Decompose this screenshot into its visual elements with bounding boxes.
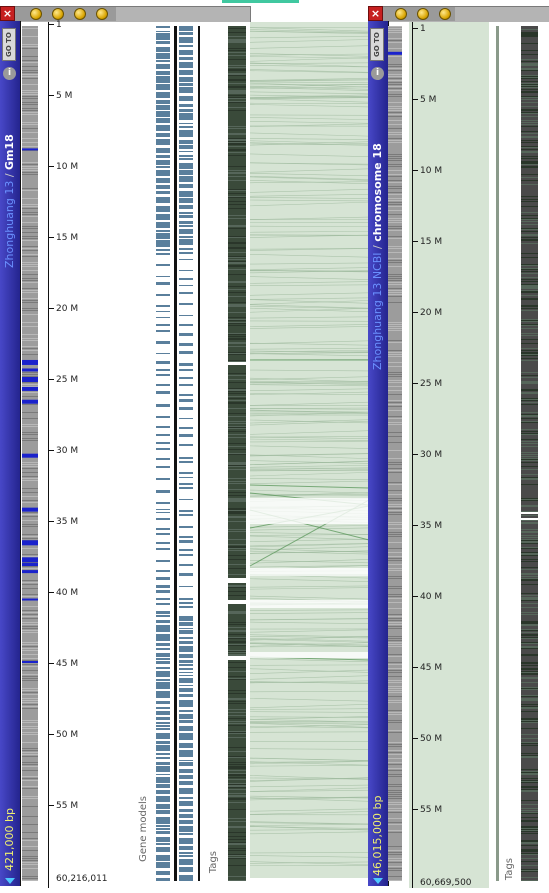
right-chromosome-panel: × GO TO i Zhonghuang 13 NCBI / chromosom… <box>368 6 549 888</box>
gene-models-track[interactable] <box>174 26 177 881</box>
ruler-tick <box>412 383 418 384</box>
chromosome-name: chromosome 18 <box>371 143 384 242</box>
scroll-down-arrow-icon[interactable] <box>5 878 15 884</box>
ruler-axis <box>48 22 49 888</box>
ruler-tick-label: 15 M <box>420 237 443 247</box>
ruler-tick <box>412 809 418 810</box>
ruler-tick-label: 1 <box>420 24 426 34</box>
tags-label: Tags <box>208 851 219 874</box>
titlebar-handle[interactable] <box>369 7 455 21</box>
ruler-tick-label: 10 M <box>420 166 443 176</box>
ruler-tick <box>412 99 418 100</box>
bp-scale-label: 421,000 bp <box>3 808 16 871</box>
ruler-axis <box>412 22 413 888</box>
scroll-down-arrow-icon[interactable] <box>373 878 383 884</box>
ruler-tick-label: 35 M <box>420 521 443 531</box>
ruler-tick <box>48 805 54 806</box>
ruler-tick <box>48 24 54 25</box>
goto-button[interactable]: GO TO <box>2 28 16 61</box>
orb-button[interactable] <box>74 8 86 20</box>
tags-track[interactable] <box>228 26 246 881</box>
ruler-tick <box>48 521 54 522</box>
ruler-tick-label: 10 M <box>56 162 79 172</box>
top-scrollbar-highlight <box>222 0 299 3</box>
orb-button[interactable] <box>96 8 108 20</box>
ruler-tick <box>412 667 418 668</box>
info-icon[interactable]: i <box>3 67 16 80</box>
orb-button[interactable] <box>52 8 64 20</box>
close-button[interactable]: × <box>368 6 383 21</box>
ruler-tick-label: 40 M <box>420 592 443 602</box>
bp-scale-label: 46,015,000 bp <box>371 795 384 876</box>
ruler-tick <box>412 170 418 171</box>
chromosome-name: Gm18 <box>3 134 16 170</box>
close-button[interactable]: × <box>0 6 15 21</box>
orb-button[interactable] <box>30 8 42 20</box>
ruler-tick <box>48 166 54 167</box>
ruler-tick-label: 45 M <box>420 663 443 673</box>
ruler-tick <box>412 738 418 739</box>
orb-button[interactable] <box>417 8 429 20</box>
ruler-tick-label: 55 M <box>56 801 79 811</box>
ruler-tick-label: 40 M <box>56 588 79 598</box>
ruler-tick-label: 5 M <box>56 91 73 101</box>
ruler-tick-label: 1 <box>56 20 62 30</box>
ruler-tick <box>412 596 418 597</box>
ruler-tick-label: 30 M <box>420 450 443 460</box>
ruler-tick-label: 35 M <box>56 517 79 527</box>
ruler-tick-label: 20 M <box>420 308 443 318</box>
ruler-tick-label: 45 M <box>56 659 79 669</box>
overview-track[interactable] <box>388 26 402 881</box>
ruler-tick <box>412 312 418 313</box>
ruler-tick-label: 25 M <box>56 375 79 385</box>
ruler-tick <box>48 308 54 309</box>
gene-models-track[interactable] <box>178 26 194 881</box>
ruler-tick-label: 25 M <box>420 379 443 389</box>
ruler-tick <box>412 525 418 526</box>
ruler-tick <box>48 379 54 380</box>
track-separator <box>496 26 499 881</box>
ruler-tick <box>48 734 54 735</box>
ruler-tick <box>412 241 418 242</box>
assembly-name: Zhonghuang 13 <box>3 180 16 268</box>
ruler-tick-label: 30 M <box>56 446 79 456</box>
ruler-tick <box>412 28 418 29</box>
panel-sidebar: GO TO i Zhonghuang 13 / Gm18 421,000 bp <box>0 21 21 886</box>
panel-title: Zhonghuang 13 / Gm18 <box>2 93 17 268</box>
ruler-end-label: 60,216,011 <box>56 874 108 884</box>
left-chromosome-panel: × GO TO i Zhonghuang 13 / Gm18 421,000 b… <box>0 6 251 888</box>
gene-models-track[interactable] <box>155 26 171 881</box>
orb-button[interactable] <box>395 8 407 20</box>
tags-track[interactable] <box>521 26 538 881</box>
track-separator <box>198 26 200 881</box>
ruler-tick-label: 5 M <box>420 95 437 105</box>
ruler-tick-label: 15 M <box>56 233 79 243</box>
ruler-tick <box>48 95 54 96</box>
ruler-end-label: 60,669,500 <box>420 878 472 888</box>
tags-label: Tags <box>504 858 515 881</box>
ruler-tick <box>48 663 54 664</box>
orb-button[interactable] <box>439 8 451 20</box>
ruler-tick-label: 55 M <box>420 805 443 815</box>
ruler-tick-label: 50 M <box>420 734 443 744</box>
info-icon[interactable]: i <box>371 67 384 80</box>
ruler-tick <box>48 592 54 593</box>
panel-titlebar[interactable] <box>368 6 549 22</box>
ruler-tick-label: 20 M <box>56 304 79 314</box>
title-separator: / <box>3 169 16 181</box>
gene-models-label: Gene models <box>138 796 149 862</box>
panel-sidebar: GO TO i Zhonghuang 13 NCBI / chromosome … <box>368 21 389 886</box>
ruler-tick <box>48 237 54 238</box>
ruler-tick-label: 50 M <box>56 730 79 740</box>
panel-title: Zhonghuang 13 NCBI / chromosome 18 <box>370 93 385 370</box>
ruler-tick <box>48 450 54 451</box>
title-separator: / <box>371 241 384 253</box>
ruler-tick <box>412 454 418 455</box>
assembly-name: Zhonghuang 13 NCBI <box>371 252 384 370</box>
goto-button[interactable]: GO TO <box>370 28 384 61</box>
overview-track[interactable] <box>22 26 38 881</box>
